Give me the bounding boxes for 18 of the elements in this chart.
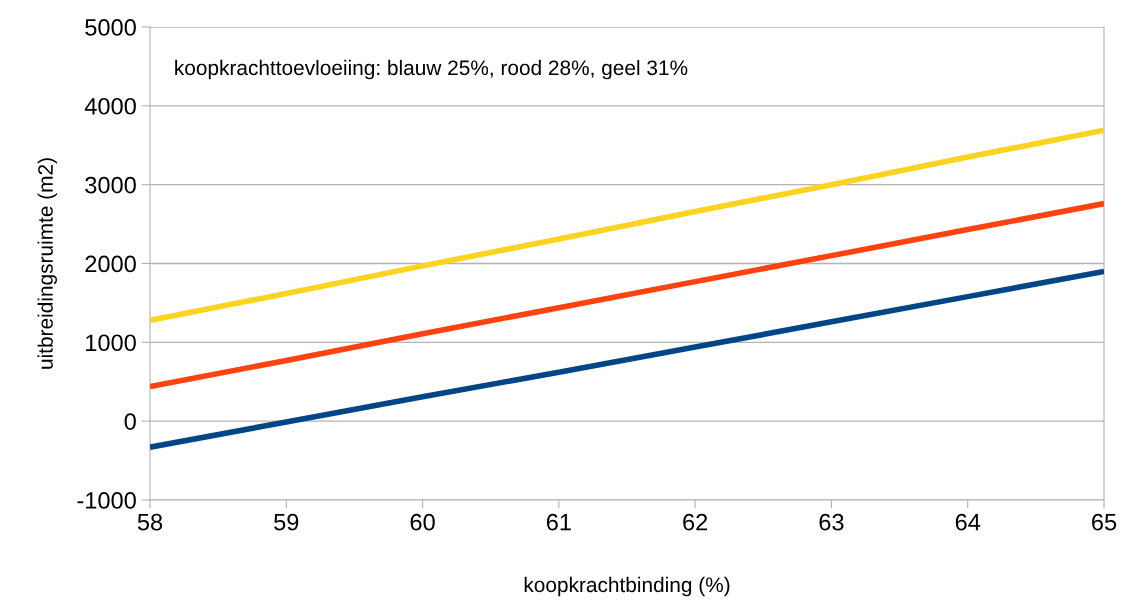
y-tick-label: 5000 [85,19,136,36]
x-tick-label: 62 [683,513,708,531]
y-tick-label: 4000 [84,97,136,115]
y-tick-label: 2000 [85,255,136,273]
x-tick-label: 60 [410,513,435,531]
x-tick-label: 63 [819,513,844,531]
y-tick-label: 1000 [86,334,136,352]
x-tick-label: 65 [1092,513,1117,531]
y-tick-label: -1000 [77,492,136,509]
annotation: koopkrachttoevloeiing: blauw 25%, rood 28%, geel 31% [175,59,688,80]
x-tick-label: 61 [546,513,571,531]
y-axis-title: uitbreidingsruimte (m2) [37,158,57,369]
x-axis-title: koopkrachtbinding (%) [524,576,730,597]
x-tick-label: 64 [955,513,981,531]
x-tick-label: 58 [137,513,163,531]
y-tick-label: 3000 [85,176,136,194]
x-tick-label: 59 [274,513,299,531]
y-tick-label: 0 [124,413,136,430]
